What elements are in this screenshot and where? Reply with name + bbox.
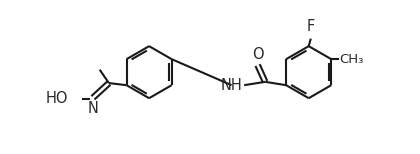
Text: N: N <box>87 101 98 116</box>
Text: NH: NH <box>220 78 242 93</box>
Text: CH₃: CH₃ <box>340 53 364 66</box>
Text: O: O <box>252 47 263 62</box>
Text: HO: HO <box>45 91 68 106</box>
Text: F: F <box>307 19 315 34</box>
